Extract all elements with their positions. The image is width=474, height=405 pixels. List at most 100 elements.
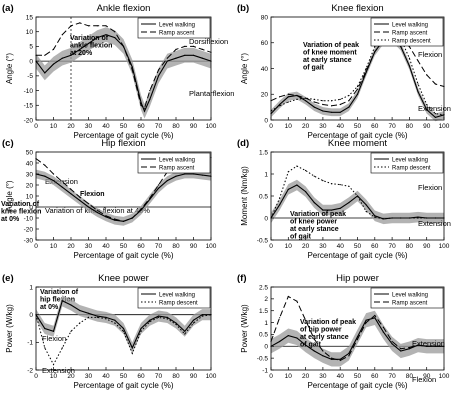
x-tick-label: 0	[269, 243, 273, 250]
data-point	[313, 202, 315, 204]
data-point	[61, 186, 63, 188]
legend-label: Ramp descent	[392, 38, 431, 44]
x-tick-label: 70	[155, 123, 163, 130]
y-tick-label: 2.5	[259, 284, 268, 291]
x-tick-label: 40	[102, 123, 110, 130]
chart-title: Hip power	[336, 273, 379, 284]
y-tick-label: 2	[264, 296, 268, 303]
data-point	[157, 184, 160, 186]
data-point	[417, 344, 419, 346]
annotation: Variation of peak of knee moment at early …	[303, 42, 359, 72]
x-tick-label: 30	[319, 243, 327, 250]
data-point	[417, 60, 419, 62]
annotation-line: of knee power	[290, 219, 337, 226]
data-point	[79, 196, 81, 198]
x-tick-label: 30	[319, 123, 327, 130]
x-tick-label: 20	[302, 243, 310, 250]
chart-title: Ankle flexion	[97, 3, 151, 14]
chart-title: Knee power	[98, 273, 149, 284]
data-point	[374, 216, 376, 218]
x-tick-label: 30	[85, 243, 93, 250]
data-point	[339, 207, 341, 209]
data-point	[339, 103, 341, 106]
data-point	[305, 100, 307, 102]
data-point	[184, 173, 186, 175]
sd-band-0	[36, 169, 211, 226]
series-line-1	[35, 314, 212, 366]
data-point	[339, 98, 341, 100]
data-point	[140, 330, 142, 332]
data-point	[356, 88, 359, 90]
y-tick-label: 80	[261, 14, 269, 21]
x-tick-label: 30	[85, 373, 93, 380]
data-point	[322, 355, 324, 357]
data-point	[296, 337, 298, 339]
data-point	[322, 100, 324, 102]
x-tick-label: 50	[354, 123, 362, 130]
data-point	[157, 187, 160, 189]
sd-band-0	[36, 27, 211, 119]
data-point	[61, 300, 63, 302]
data-point	[331, 183, 333, 185]
data-point	[348, 185, 350, 187]
data-point	[87, 206, 90, 208]
data-point	[149, 90, 151, 92]
x-tick-label: 70	[388, 243, 396, 250]
x-tick-label: 10	[50, 373, 58, 380]
data-point	[365, 210, 367, 212]
data-point	[87, 42, 90, 45]
x-tick-label: 10	[285, 243, 293, 250]
legend-label: Level walking	[159, 157, 195, 163]
annotation: Extension	[42, 366, 75, 375]
chart-title: Knee moment	[328, 138, 388, 149]
data-point	[348, 352, 350, 354]
data-point	[105, 25, 107, 27]
annotation-line: Variation of	[70, 35, 109, 42]
data-point	[339, 358, 341, 360]
annotation-line: at 0%	[40, 304, 59, 311]
annotation-line: Variation of peak	[303, 42, 359, 49]
x-tick-label: 80	[406, 373, 414, 380]
x-tick-label: 90	[190, 243, 198, 250]
y-tick-label: 0	[29, 204, 33, 211]
data-point	[114, 319, 116, 321]
data-point	[296, 184, 298, 186]
data-point	[408, 57, 410, 59]
data-point	[322, 209, 324, 211]
annotation: Flexion	[412, 375, 436, 384]
x-tick-label: 90	[423, 243, 431, 250]
data-point	[279, 204, 281, 206]
legend-box	[370, 287, 444, 309]
data-point	[287, 188, 289, 190]
data-point	[434, 83, 436, 85]
legend-label: Ramp ascent	[159, 165, 195, 171]
data-point	[52, 48, 55, 51]
annotation: Variation of peak of hip power at early st…	[300, 319, 356, 349]
x-tick-label: 30	[85, 123, 93, 130]
y-tick-label: 0.5	[259, 332, 268, 339]
legend-box	[137, 17, 211, 39]
data-point	[131, 347, 133, 349]
data-point	[279, 105, 281, 107]
y-tick-label: 60	[261, 40, 269, 47]
data-point	[426, 74, 428, 76]
data-point	[365, 319, 367, 321]
annotation-line: at 0%	[1, 216, 20, 223]
data-point	[331, 111, 333, 113]
y-tick-label: 40	[26, 160, 34, 167]
x-tick-label: 50	[120, 123, 128, 130]
x-tick-label: 70	[388, 373, 396, 380]
data-point	[96, 316, 98, 318]
y-tick-label: -2	[27, 367, 33, 374]
annotation-line: of gait	[300, 342, 322, 349]
x-tick-label: 100	[439, 123, 450, 130]
data-point	[313, 350, 315, 352]
data-point	[201, 174, 203, 176]
data-point	[149, 98, 151, 100]
annotation-line: of knee moment	[303, 50, 357, 57]
data-point	[356, 93, 359, 95]
